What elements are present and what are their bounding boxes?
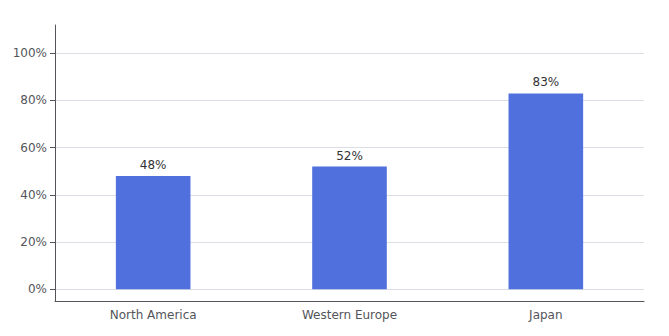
svg-text:0%: 0% [28,282,47,296]
svg-text:52%: 52% [336,149,363,163]
svg-text:100%: 100% [13,46,47,60]
svg-text:Japan: Japan [528,308,562,322]
svg-text:48%: 48% [140,158,167,172]
svg-text:60%: 60% [20,141,47,155]
svg-text:40%: 40% [20,188,47,202]
svg-text:80%: 80% [20,93,47,107]
svg-text:20%: 20% [20,235,47,249]
svg-text:Western Europe: Western Europe [302,308,397,322]
svg-text:83%: 83% [532,75,559,89]
svg-text:North America: North America [110,308,197,322]
